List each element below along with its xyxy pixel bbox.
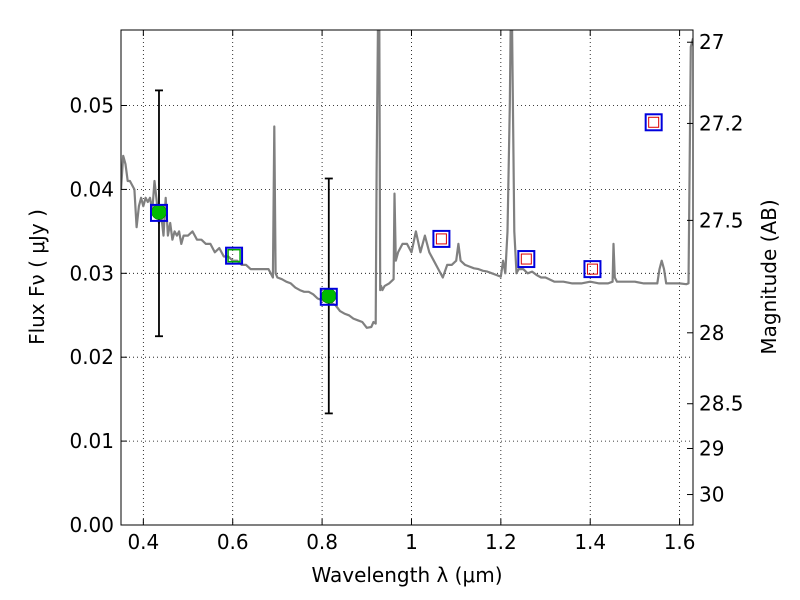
data-point-square [319,287,338,306]
x-tick-label: 0.4 [127,530,159,554]
data-point-square [149,203,168,222]
right-tick-label: 27 [699,30,724,54]
data-point-square [648,116,660,128]
x-axis-label: Wavelength λ (μm) [311,563,502,587]
right-tick-label: 27.2 [699,111,744,135]
x-tick-label: 0.6 [217,530,249,554]
data-point-square [586,263,598,275]
x-tick-label: 1.2 [485,530,517,554]
data-point-square [432,229,451,248]
data-point-square [435,233,447,245]
data-point-circle [151,204,167,220]
y-tick-label: 0.04 [69,177,114,201]
y-tick-label: 0.00 [69,513,114,537]
data-point-square [227,248,241,263]
data-point-square [517,250,536,269]
data-point-square [644,113,663,132]
plot-frame [120,29,694,526]
y-ticks: 0.00 0.01 0.02 0.03 0.04 0.05 [69,94,127,537]
data-point-square [583,260,602,279]
y-tick-label: 0.01 [69,429,114,453]
grid-lines [121,30,693,526]
x-tick-label: 1.6 [664,530,696,554]
right-tick-label: 27.5 [699,208,744,232]
right-tick-label: 28.5 [699,392,744,416]
y-axis-label: Flux Fν ( μJy ) [25,209,49,345]
x-tick-label: 0.8 [306,530,338,554]
x-tick-label: 1 [405,530,418,554]
right-ticks: 27 27.2 27.5 28 28.5 29 30 [687,30,744,507]
x-ticks: 0.4 0.6 0.8 1 1.2 1.4 1.6 [127,30,696,554]
y-tick-label: 0.02 [69,345,114,369]
data-point-square [520,253,532,265]
right-tick-label: 28 [699,321,724,345]
spectrum-line [121,30,693,329]
right-tick-label: 30 [699,483,724,507]
y-tick-label: 0.03 [69,261,114,285]
right-axis-label: Magnitude (AB) [757,199,781,354]
y-tick-label: 0.05 [69,94,114,118]
data-point-circle [321,288,337,304]
data-point-square [225,246,244,265]
x-tick-label: 1.4 [574,530,606,554]
plot-content [121,30,693,415]
right-tick-label: 29 [699,436,724,460]
